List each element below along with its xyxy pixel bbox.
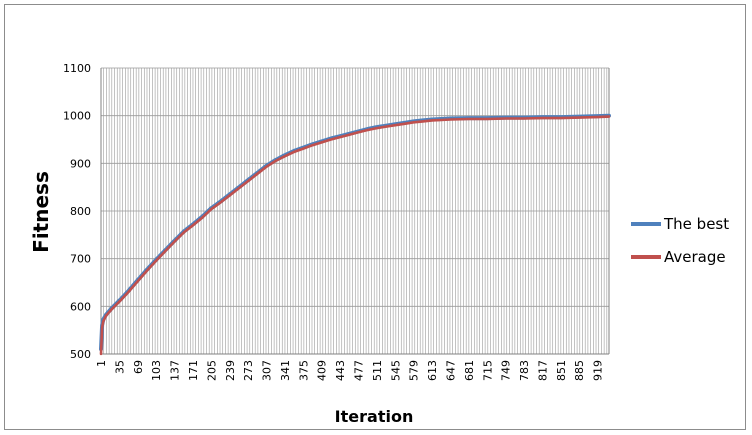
chart-frame [4, 4, 746, 430]
plot-grid [100, 67, 609, 355]
y-tick-label: 1100 [63, 62, 91, 75]
x-tick-label: 749 [500, 360, 513, 381]
x-tick-label: 239 [224, 360, 237, 381]
x-tick-label: 681 [463, 360, 476, 381]
x-tick-label: 307 [261, 360, 274, 381]
x-tick-label: 409 [316, 360, 329, 381]
y-tick-label: 700 [70, 253, 91, 266]
y-tick-label: 800 [70, 205, 91, 218]
legend: The best Average [631, 215, 729, 266]
x-tick-label: 69 [132, 360, 145, 374]
x-tick-label: 137 [169, 360, 182, 381]
x-tick-label: 851 [555, 360, 568, 381]
x-tick-label: 647 [444, 360, 457, 381]
x-axis-tick-labels: 1 35 69 103 137 171 205 239 273 307 341 375 409 443 47… [95, 360, 605, 381]
x-tick-label: 885 [573, 360, 586, 381]
y-tick-label: 900 [70, 157, 91, 170]
x-tick-label: 103 [150, 360, 163, 381]
x-tick-label: 205 [205, 360, 218, 381]
x-tick-label: 477 [353, 360, 366, 381]
x-tick-label: 817 [536, 360, 549, 381]
y-tick-label: 500 [70, 348, 91, 361]
x-tick-label: 341 [279, 360, 292, 381]
x-tick-label: 171 [187, 360, 200, 381]
average-series-line [99, 115, 611, 356]
x-tick-label: 273 [242, 360, 255, 381]
x-tick-label: 919 [592, 360, 605, 381]
x-tick-label: 613 [426, 360, 439, 381]
y-tick-label: 600 [70, 300, 91, 313]
legend-label-average: Average [664, 248, 726, 266]
x-tick-label: 579 [408, 360, 421, 381]
x-tick-label: 545 [389, 360, 402, 381]
series-lines [99, 113, 611, 356]
y-tick-label: 1000 [63, 110, 91, 123]
x-tick-label: 783 [518, 360, 531, 381]
y-axis-tick-labels: 500 600 700 800 900 1000 1100 [63, 62, 91, 361]
x-tick-label: 511 [371, 360, 384, 381]
x-tick-label: 1 [95, 360, 108, 367]
y-axis-title: Fitness [29, 171, 53, 253]
x-tick-label: 35 [113, 360, 126, 374]
x-tick-label: 715 [481, 360, 494, 381]
x-tick-label: 443 [334, 360, 347, 381]
x-axis-title: Iteration [335, 407, 414, 426]
x-tick-label: 375 [297, 360, 310, 381]
legend-label-the-best: The best [663, 215, 729, 233]
